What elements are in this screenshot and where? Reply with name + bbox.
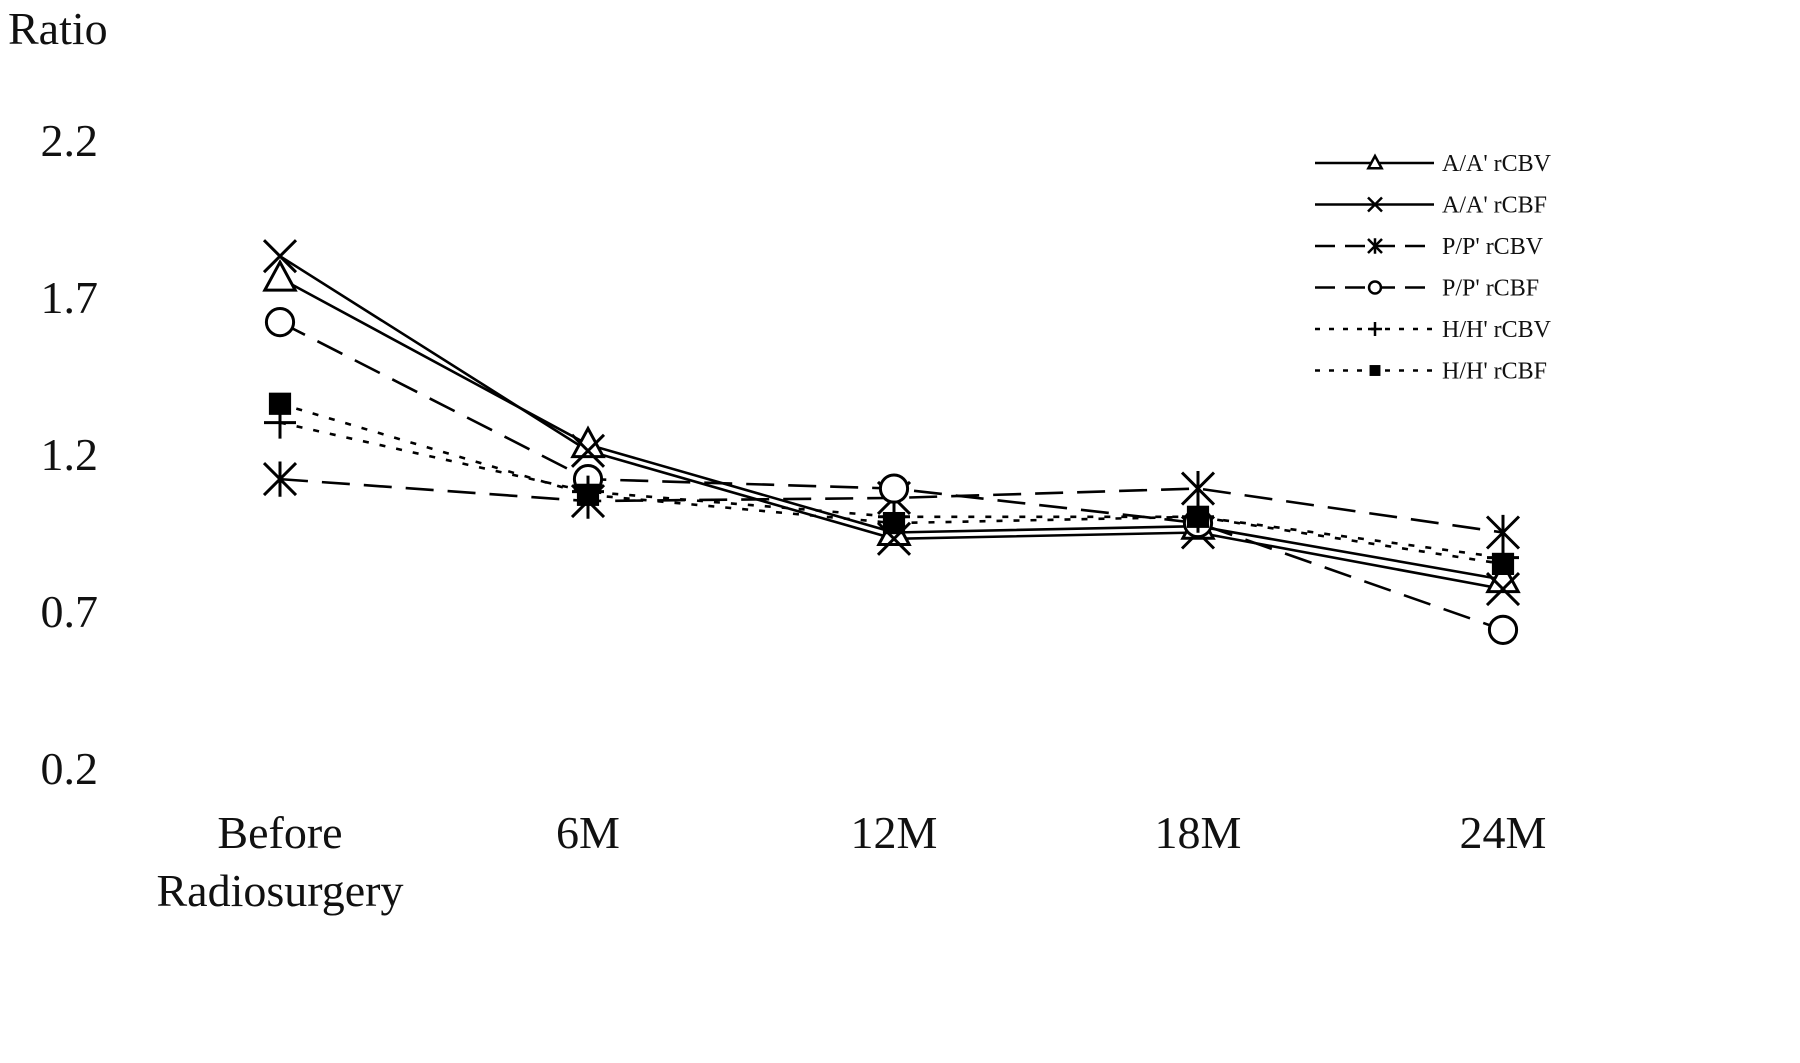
legend-label: H/H' rCBF: [1442, 359, 1547, 385]
legend-label: P/P' rCBF: [1442, 276, 1539, 302]
y-axis-label: Ratio: [8, 3, 108, 54]
data-point-marker: [1485, 571, 1521, 607]
data-point-marker: [576, 483, 600, 506]
data-point-marker: [1491, 552, 1515, 575]
data-point-marker: [1367, 280, 1383, 295]
data-point-marker: [262, 461, 298, 497]
data-point-marker: [1186, 505, 1210, 528]
data-point-marker: [1369, 365, 1381, 376]
data-point-marker: [1487, 614, 1519, 645]
legend: A/A' rCBV A/A' rCBF P/P' rCBV P/P' rCBF H/H'…: [1315, 151, 1552, 385]
legend-label: H/H' rCBV: [1442, 317, 1552, 343]
legend-label: A/A' rCBV: [1442, 151, 1552, 177]
data-point-marker: [262, 239, 298, 274]
y-tick-label: 0.2: [41, 743, 99, 794]
y-tick-label: 1.7: [41, 272, 99, 323]
legend-label: P/P' rCBV: [1442, 234, 1544, 260]
x-tick-label: 6M: [556, 807, 620, 858]
data-point-marker: [262, 259, 298, 292]
data-point-marker: [1366, 153, 1384, 170]
series-markers: [262, 239, 1521, 645]
data-point-marker: [264, 307, 296, 338]
x-tick-label: 24M: [1460, 807, 1547, 858]
x-category-labels: Before Radiosurgery 6M 12M 18M 24M: [156, 807, 1546, 916]
data-point-marker: [570, 433, 606, 468]
y-tick-label: 0.7: [41, 586, 99, 637]
data-point-marker: [1367, 238, 1383, 254]
y-tick-labels: 0.2 0.7 1.2 1.7 2.2: [41, 115, 99, 794]
y-tick-label: 2.2: [41, 115, 99, 166]
data-point-marker: [268, 392, 292, 415]
data-point-marker: [1485, 560, 1521, 594]
series-lines: [279, 255, 1504, 632]
x-tick-label: 12M: [851, 807, 938, 858]
data-point-marker: [878, 473, 910, 504]
x-tick-label: Before: [217, 807, 342, 858]
x-tick-label: 18M: [1155, 807, 1242, 858]
data-point-marker: [1367, 196, 1383, 213]
data-point-marker: [1180, 470, 1216, 507]
x-tick-label: Radiosurgery: [156, 865, 403, 916]
legend-label: A/A' rCBF: [1442, 193, 1547, 219]
data-point-marker: [882, 511, 906, 535]
data-point-marker: [1368, 322, 1382, 336]
y-tick-label: 1.2: [41, 429, 99, 480]
